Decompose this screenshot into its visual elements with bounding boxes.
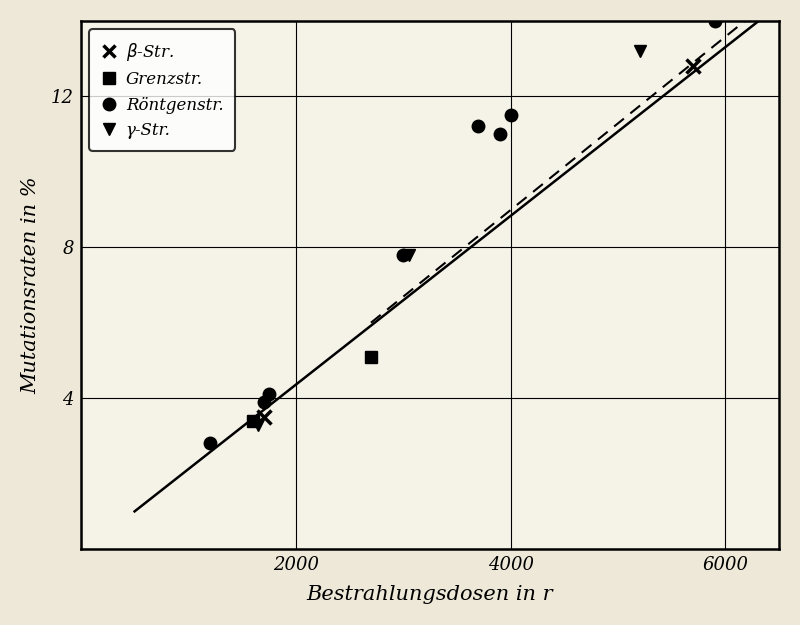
- Legend: $\beta$-Str., Grenzstr., Röntgenstr., γ-Str.: $\beta$-Str., Grenzstr., Röntgenstr., γ-…: [90, 29, 235, 151]
- X-axis label: Bestrahlungsdosen in r: Bestrahlungsdosen in r: [306, 585, 554, 604]
- Y-axis label: Mutationsraten in %: Mutationsraten in %: [21, 176, 40, 394]
